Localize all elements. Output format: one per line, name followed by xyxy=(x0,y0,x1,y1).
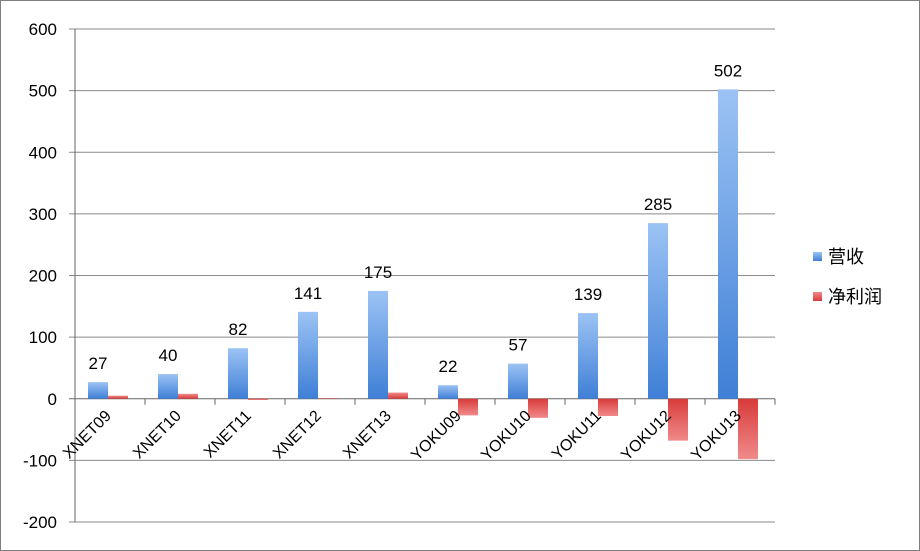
y-tick-label: 300 xyxy=(29,205,57,224)
bar-revenue xyxy=(508,363,528,399)
axes: -200 -100 0 100 200 300 400 500 600 xyxy=(23,20,776,532)
data-labels: 27 XNET09 40 XNET10 82 XNET11 141 XNET12 175 XNET… xyxy=(60,61,745,464)
bar-revenue xyxy=(158,374,178,399)
y-tick-label: 400 xyxy=(29,143,57,162)
category-label: YOKU13 xyxy=(688,407,745,464)
data-label: 22 xyxy=(439,357,458,376)
bar-revenue xyxy=(648,223,668,399)
y-tick-label: 0 xyxy=(48,390,57,409)
data-label: 82 xyxy=(229,320,248,339)
y-tick-label: 100 xyxy=(29,328,57,347)
y-tick-label: 600 xyxy=(29,20,57,39)
bar-net-profit xyxy=(528,398,548,418)
data-label: 40 xyxy=(159,346,178,365)
data-label: 502 xyxy=(714,61,742,80)
category-label: YOKU12 xyxy=(618,407,675,464)
bar-net-profit xyxy=(388,392,408,399)
category-label: XNET11 xyxy=(201,407,255,461)
category-label: XNET10 xyxy=(130,407,185,462)
legend-label: 净利润 xyxy=(828,287,882,308)
y-tick-label: -100 xyxy=(23,451,57,470)
bar-net-profit xyxy=(178,393,198,399)
y-tick-label: -200 xyxy=(23,513,57,532)
bar-revenue xyxy=(438,385,458,399)
category-label: XNET12 xyxy=(270,407,325,462)
data-label: 139 xyxy=(574,285,602,304)
category-label: XNET09 xyxy=(60,407,115,462)
bar-net-profit xyxy=(668,398,688,441)
bar-net-profit xyxy=(248,398,268,400)
category-label: XNET13 xyxy=(340,407,395,462)
data-label: 57 xyxy=(509,336,528,355)
y-tick-label: 500 xyxy=(29,82,57,101)
bar-net-profit xyxy=(738,398,758,460)
data-label: 285 xyxy=(644,195,672,214)
category-label: YOKU10 xyxy=(478,407,535,464)
bar-revenue xyxy=(718,89,738,399)
bar-net-profit xyxy=(598,398,618,417)
data-label: 175 xyxy=(364,263,392,282)
bar-net-profit xyxy=(458,398,478,416)
bar-revenue xyxy=(88,382,108,399)
gridlines xyxy=(69,28,775,523)
y-tick-label: 200 xyxy=(29,267,57,286)
bar-revenue xyxy=(298,311,318,399)
data-label: 27 xyxy=(89,354,108,373)
legend-swatch xyxy=(813,292,822,301)
bar-net-profit xyxy=(108,395,128,399)
category-label: YOKU11 xyxy=(549,407,605,463)
legend-swatch xyxy=(813,252,822,261)
legend-label: 营收 xyxy=(828,247,864,268)
bar-revenue xyxy=(578,313,598,399)
category-label: YOKU09 xyxy=(408,407,465,464)
bar-revenue xyxy=(228,348,248,399)
bar-revenue xyxy=(368,290,388,399)
bar-net-profit xyxy=(318,398,338,399)
data-label: 141 xyxy=(294,284,322,303)
bars xyxy=(88,89,758,460)
